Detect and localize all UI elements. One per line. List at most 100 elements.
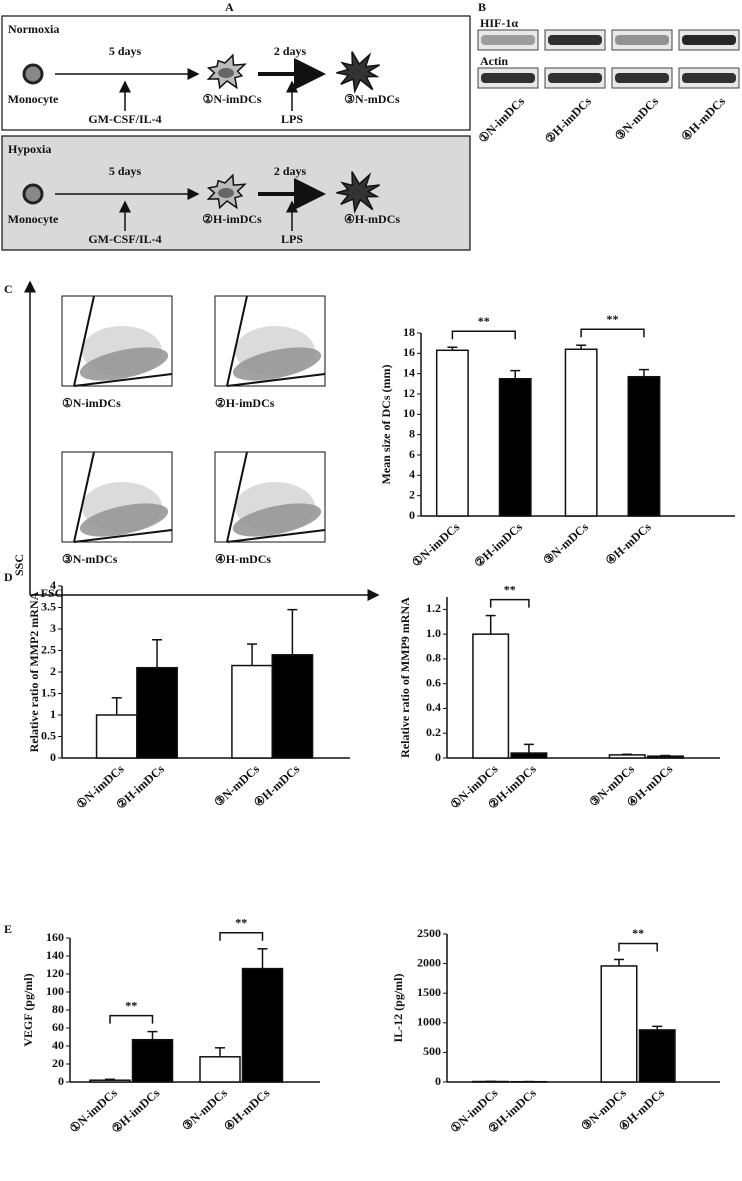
panel-label: B — [478, 0, 486, 14]
y-tick-label: 500 — [423, 1044, 441, 1058]
panel-label: E — [4, 922, 12, 936]
gate — [73, 451, 173, 543]
blot-band — [481, 73, 535, 83]
significance-label: ** — [607, 312, 619, 326]
y-tick-label: 4 — [50, 578, 56, 592]
bar — [627, 375, 661, 517]
blot-row-label: HIF-1α — [480, 16, 518, 30]
y-tick-label: 14 — [403, 365, 415, 379]
bar — [600, 965, 638, 1083]
y-tick-label: 0.8 — [426, 651, 441, 665]
stimulus-label: LPS — [281, 232, 303, 246]
y-tick-label: 2500 — [417, 926, 441, 940]
significance-bracket — [451, 330, 516, 340]
y-tick-label: 18 — [403, 325, 415, 339]
significance-label: ** — [478, 314, 490, 328]
y-tick-label: 0.5 — [41, 728, 56, 742]
step-label: 5 days — [109, 44, 142, 58]
gate — [226, 451, 326, 543]
bar — [131, 1038, 174, 1083]
monocyte-icon — [22, 63, 44, 85]
blot-band — [548, 35, 602, 45]
y-tick-label: 0 — [435, 1074, 441, 1088]
y-tick-label: 1.2 — [426, 601, 441, 615]
y-tick-label: 1 — [50, 707, 56, 721]
x-tick-label: ③N-mDCs — [540, 520, 591, 568]
y-tick-label: 40 — [52, 1038, 64, 1052]
y-tick-label: 2 — [409, 487, 415, 501]
significance-label: ** — [125, 998, 137, 1012]
bar — [472, 633, 510, 759]
stage-label: ④H-mDCs — [344, 212, 400, 226]
bar — [638, 1029, 676, 1083]
significance-bracket — [219, 932, 264, 941]
y-axis-label: IL-12 (pg/ml) — [391, 973, 405, 1042]
flow-cloud — [232, 503, 322, 537]
y-tick-label: 0 — [50, 750, 56, 764]
y-tick-label: 80 — [52, 1002, 64, 1016]
panel-label: A — [225, 0, 234, 14]
flow-x-label: FSC — [41, 586, 64, 600]
y-tick-label: 0.2 — [426, 725, 441, 739]
significance-bracket — [580, 328, 645, 338]
significance-bracket — [109, 1014, 154, 1024]
gate — [73, 295, 173, 387]
y-tick-label: 0.6 — [426, 675, 441, 689]
step-label: 5 days — [109, 164, 142, 178]
y-tick-label: 8 — [409, 426, 415, 440]
bar — [435, 349, 469, 517]
significance-bracket — [489, 598, 530, 608]
panel-label: C — [4, 282, 13, 296]
y-tick-label: 3.5 — [41, 599, 56, 613]
y-tick-label: 0 — [435, 750, 441, 764]
cell-shape — [336, 171, 380, 214]
flow-y-label: SSC — [12, 554, 26, 576]
stage-label: ①N-imDCs — [203, 92, 262, 106]
blot-band — [481, 35, 535, 45]
panel-label: D — [4, 570, 13, 584]
blot-band — [615, 73, 669, 83]
y-tick-label: 160 — [46, 930, 64, 944]
bar — [136, 666, 178, 759]
cell-label: Monocyte — [8, 92, 59, 106]
y-tick-label: 6 — [409, 447, 415, 461]
flow-sample-label: ②H-imDCs — [215, 396, 275, 410]
flow-sample-label: ④H-mDCs — [215, 552, 271, 566]
cell-shape — [336, 51, 380, 94]
nucleus — [218, 68, 234, 78]
y-tick-label: 10 — [403, 406, 415, 420]
y-tick-label: 1000 — [417, 1015, 441, 1029]
step-label: 2 days — [274, 44, 307, 58]
y-tick-label: 3 — [50, 621, 56, 635]
bar — [510, 752, 548, 759]
cell-label: Monocyte — [8, 212, 59, 226]
y-axis-label: Relative ratio of MMP2 mRNA — [27, 591, 41, 752]
step-label: 2 days — [274, 164, 307, 178]
x-tick-label: ②H-imDCs — [472, 520, 526, 570]
gate — [226, 295, 326, 387]
significance-label: ** — [504, 582, 516, 596]
flow-sample-label: ③N-mDCs — [62, 552, 118, 566]
blot-band — [682, 35, 736, 45]
y-tick-label: 12 — [403, 386, 415, 400]
bar — [95, 714, 138, 759]
y-tick-label: 100 — [46, 984, 64, 998]
lane-label: ④H-mDCs — [679, 94, 729, 144]
y-tick-label: 140 — [46, 948, 64, 962]
bar — [498, 378, 532, 517]
y-tick-label: 20 — [52, 1056, 64, 1070]
monocyte-icon — [22, 183, 44, 205]
y-axis-label: VEGF (pg/ml) — [21, 973, 35, 1046]
stimulus-label: GM-CSF/IL-4 — [88, 112, 161, 126]
flow-cloud — [235, 326, 315, 376]
blot-band — [682, 73, 736, 83]
condition-label: Hypoxia — [8, 142, 51, 156]
y-tick-label: 2.5 — [41, 642, 56, 656]
y-tick-label: 2000 — [417, 955, 441, 969]
bar — [241, 967, 284, 1083]
y-tick-label: 16 — [403, 345, 415, 359]
flow-cloud — [235, 482, 315, 532]
lane-label: ①N-imDCs — [476, 94, 528, 146]
condition-label: Normoxia — [8, 22, 59, 36]
